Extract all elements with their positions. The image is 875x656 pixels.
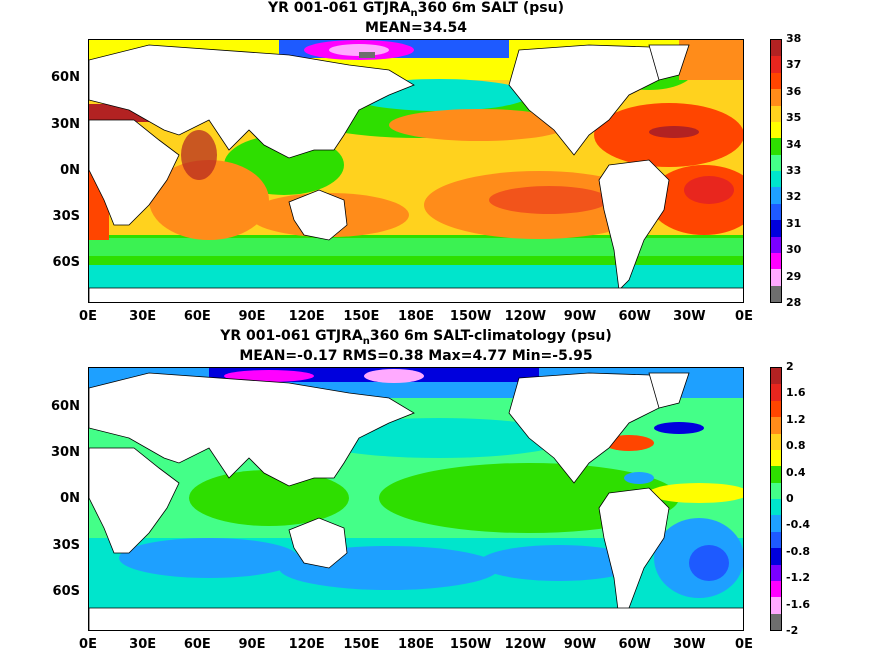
colorbar-swatch	[771, 368, 781, 385]
colorbar-tick-label: 30	[786, 243, 802, 257]
lat-label-30s: 30S	[52, 209, 80, 224]
panel2-colorbar	[770, 367, 782, 631]
colorbar-tick-label: 36	[786, 84, 802, 98]
colorbar-swatch	[771, 154, 781, 171]
colorbar-tick-label: 29	[786, 269, 802, 283]
panel1-title: YR 001-061 GTJRAn360 6m SALT (psu)	[267, 0, 565, 19]
colorbar-swatch	[771, 72, 781, 90]
colorbar-tick-label: 0.8	[786, 439, 806, 453]
lon-label: 180E	[397, 637, 435, 652]
colorbar-tick-label: 33	[786, 164, 802, 177]
lat-label-0n: 0N	[60, 491, 80, 506]
colorbar-swatch	[771, 252, 781, 270]
lat-label-60s: 60S	[52, 584, 80, 599]
colorbar-swatch	[771, 449, 781, 467]
colorbar-tick-label: 0	[786, 492, 794, 505]
lon-label: 60E	[183, 309, 211, 324]
colorbar-swatch	[771, 597, 781, 614]
lon-label: 30E	[129, 637, 157, 652]
lon-label: 60E	[183, 637, 211, 652]
lon-label: 0E	[735, 309, 753, 324]
lon-label: 60W	[618, 637, 651, 652]
lon-label: 120E	[288, 637, 325, 652]
colorbar-swatch	[771, 203, 781, 221]
colorbar-swatch	[771, 89, 781, 106]
colorbar-swatch	[771, 105, 781, 122]
colorbar-swatch	[771, 384, 781, 401]
colorbar-swatch	[771, 613, 781, 630]
colorbar-tick-label: 32	[786, 190, 802, 204]
lat-label-60n: 60N	[51, 70, 80, 85]
colorbar-tick-label: 1.2	[786, 412, 806, 426]
lon-label: 90E	[238, 309, 266, 324]
lon-label: 120W	[504, 309, 547, 324]
lon-label: 30E	[129, 309, 157, 324]
lon-label: 150W	[449, 309, 492, 324]
panel1-subtitle: MEAN=34.54	[364, 20, 468, 36]
lat-label-30n: 30N	[51, 445, 80, 460]
colorbar-swatch	[771, 40, 781, 57]
colorbar-swatch	[771, 236, 781, 253]
salinity-bias-map	[88, 367, 744, 631]
panel2-title: YR 001-061 GTJRAn360 6m SALT-climatology…	[220, 328, 612, 347]
lon-label: 30W	[673, 309, 706, 324]
colorbar-swatch	[771, 187, 781, 204]
colorbar-swatch	[771, 138, 781, 155]
colorbar-swatch	[771, 285, 781, 302]
lon-label: 150E	[343, 309, 380, 324]
colorbar-swatch	[771, 466, 781, 483]
colorbar-tick-label: 35	[786, 111, 802, 125]
colorbar-tick-label: -2	[786, 624, 799, 637]
colorbar-swatch	[771, 531, 781, 549]
colorbar-tick-label: -1.6	[786, 597, 811, 611]
colorbar-tick-label: 0.4	[786, 465, 806, 479]
colorbar-swatch	[771, 56, 781, 73]
lon-label: 120W	[504, 637, 547, 652]
salinity-map	[88, 39, 744, 303]
colorbar-swatch	[771, 482, 781, 499]
colorbar-tick-label: -1.2	[786, 571, 811, 585]
lat-label-60s: 60S	[52, 255, 80, 270]
lon-label: 0E	[735, 637, 753, 652]
colorbar-swatch	[771, 548, 781, 565]
lon-label: 90W	[563, 309, 597, 324]
colorbar-swatch	[771, 400, 781, 418]
colorbar-swatch	[771, 499, 781, 516]
colorbar-tick-label: -0.4	[786, 518, 811, 532]
lat-label-30s: 30S	[52, 538, 80, 553]
colorbar-tick-label: 34	[786, 137, 802, 151]
colorbar-swatch	[771, 564, 781, 581]
lat-label-30n: 30N	[51, 117, 80, 132]
lon-label: 30W	[673, 637, 706, 652]
colorbar-tick-label: 38	[786, 32, 802, 45]
lon-label: 0E	[79, 637, 97, 652]
panel2-subtitle: MEAN=-0.17 RMS=0.38 Max=4.77 Min=-5.95	[239, 348, 593, 364]
lon-label: 150E	[343, 637, 380, 652]
lat-label-60n: 60N	[51, 399, 80, 414]
lon-label: 0E	[79, 309, 97, 324]
lon-label: 60W	[618, 309, 651, 324]
colorbar-tick-label: 37	[786, 58, 802, 72]
colorbar-swatch	[771, 269, 781, 286]
lat-label-0n: 0N	[60, 163, 80, 178]
colorbar-tick-label: 28	[786, 296, 802, 309]
colorbar-tick-label: 2	[786, 360, 794, 373]
panel1-colorbar	[770, 39, 782, 303]
colorbar-swatch	[771, 580, 781, 598]
colorbar-swatch	[771, 515, 781, 532]
colorbar-swatch	[771, 220, 781, 237]
lon-label: 180E	[397, 309, 435, 324]
colorbar-tick-label: 31	[786, 216, 802, 230]
lon-label: 120E	[288, 309, 325, 324]
colorbar-swatch	[771, 417, 781, 434]
lon-label: 90E	[238, 637, 266, 652]
colorbar-tick-label: 1.6	[786, 386, 806, 400]
lon-label: 150W	[449, 637, 492, 652]
colorbar-swatch	[771, 171, 781, 188]
colorbar-swatch	[771, 433, 781, 450]
colorbar-swatch	[771, 121, 781, 139]
lon-label: 90W	[563, 637, 597, 652]
colorbar-tick-label: -0.8	[786, 544, 811, 558]
